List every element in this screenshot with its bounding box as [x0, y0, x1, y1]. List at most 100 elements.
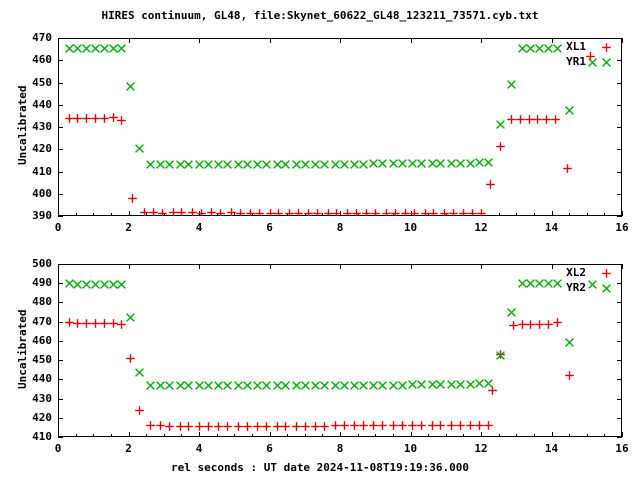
legend-label-yr2: YR2 — [566, 281, 586, 294]
x-axis-tick-label: 8 — [336, 442, 344, 455]
y-axis-tick — [617, 216, 622, 217]
y-axis-tick — [58, 60, 63, 61]
x-axis-tick — [58, 211, 59, 216]
y-axis-tick — [58, 194, 63, 195]
y-axis-tick — [58, 127, 63, 128]
x-axis-minor-tick — [305, 434, 306, 437]
legend-label-yr1: YR1 — [566, 55, 586, 68]
x-axis-tick-label: 2 — [125, 221, 132, 234]
x-axis-tick-label: 2 — [125, 442, 132, 455]
y-axis-tick-label: 440 — [32, 372, 52, 386]
y-axis-tick-label: 420 — [32, 142, 52, 156]
x-axis-minor-tick — [76, 213, 77, 216]
x-axis-tick — [58, 432, 59, 437]
plot-frame — [58, 38, 622, 216]
y-axis-tick-label: 480 — [32, 295, 52, 309]
y-axis-tick — [617, 341, 622, 342]
y-axis-tick — [617, 172, 622, 173]
x-axis-minor-tick — [393, 434, 394, 437]
y-axis-tick — [617, 283, 622, 284]
y-axis-label: Uncalibrated — [16, 85, 29, 165]
y-axis-tick — [617, 437, 622, 438]
x-axis-minor-tick — [234, 213, 235, 216]
x-axis-tick-label: 12 — [474, 442, 488, 455]
x-axis-minor-tick — [93, 434, 94, 437]
y-axis-label: Uncalibrated — [16, 309, 29, 389]
x-axis-minor-tick — [375, 434, 376, 437]
y-axis-tick — [58, 172, 63, 173]
y-axis-tick — [617, 302, 622, 303]
x-axis-minor-tick — [287, 213, 288, 216]
x-axis-minor-tick — [358, 434, 359, 437]
x-axis-tick — [340, 432, 341, 437]
x-axis-minor-tick — [569, 213, 570, 216]
x-axis-minor-tick — [587, 213, 588, 216]
x-axis-minor-tick — [164, 213, 165, 216]
y-axis-tick — [617, 60, 622, 61]
x-axis-tick — [199, 264, 200, 269]
y-axis-tick-label: 430 — [32, 120, 52, 133]
x-axis-minor-tick — [499, 434, 500, 437]
x-axis-tick — [129, 432, 130, 437]
x-axis-minor-tick — [534, 434, 535, 437]
y-axis-tick — [617, 105, 622, 106]
x-axis-tick — [411, 264, 412, 269]
x-axis-tick — [58, 38, 59, 43]
x-axis-minor-tick — [305, 213, 306, 216]
x-axis-minor-tick — [428, 213, 429, 216]
y-axis-tick — [58, 322, 63, 323]
x-axis-tick — [129, 264, 130, 269]
x-axis-tick — [552, 264, 553, 269]
y-axis-tick-label: 440 — [32, 97, 52, 111]
x-axis-tick — [481, 38, 482, 43]
y-axis-tick-label: 420 — [32, 410, 52, 424]
x-axis-tick-label: 4 — [195, 442, 203, 455]
x-axis-minor-tick — [252, 434, 253, 437]
y-axis-tick-label: 400 — [32, 186, 52, 200]
y-axis-tick-label: 450 — [32, 353, 52, 367]
y-axis-tick-label: 470 — [32, 314, 52, 328]
y-axis-tick — [617, 83, 622, 84]
y-axis-tick — [58, 302, 63, 303]
x-axis-minor-tick — [516, 434, 517, 437]
x-axis-minor-tick — [146, 434, 147, 437]
x-axis-minor-tick — [322, 213, 323, 216]
x-axis-minor-tick — [93, 213, 94, 216]
y-axis-tick — [58, 437, 63, 438]
legend-label-xl2: XL2 — [566, 266, 586, 279]
x-axis-minor-tick — [587, 434, 588, 437]
y-axis-tick — [617, 127, 622, 128]
x-axis-tick-label: 6 — [266, 442, 273, 455]
x-axis-tick — [552, 432, 553, 437]
x-axis-minor-tick — [428, 434, 429, 437]
page-title: HIRES continuum, GL48, file:Skynet_60622… — [101, 9, 539, 22]
y-axis-tick-label: 460 — [32, 333, 52, 347]
x-axis-minor-tick — [569, 434, 570, 437]
y-axis-tick-label: 500 — [32, 257, 52, 270]
x-axis-minor-tick — [516, 213, 517, 216]
x-axis-minor-tick — [164, 434, 165, 437]
y-axis-tick — [617, 149, 622, 150]
x-axis-minor-tick — [181, 434, 182, 437]
y-axis-tick — [617, 360, 622, 361]
x-axis-tick-label: 14 — [544, 221, 559, 234]
plot-area — [58, 38, 622, 216]
y-axis-tick-label: 410 — [32, 430, 52, 443]
x-axis-tick-label: 8 — [336, 221, 344, 234]
legend-label-xl1: XL1 — [566, 40, 586, 53]
x-axis-minor-tick — [217, 434, 218, 437]
y-axis-tick-label: 460 — [32, 53, 52, 67]
y-axis-tick — [617, 418, 622, 419]
x-axis-tick — [340, 38, 341, 43]
x-axis-minor-tick — [217, 213, 218, 216]
x-axis-tick-label: 14 — [544, 442, 559, 455]
x-axis-tick — [622, 211, 623, 216]
x-axis-minor-tick — [463, 434, 464, 437]
y-axis-tick — [58, 38, 63, 39]
x-axis-minor-tick — [76, 434, 77, 437]
x-axis-tick-label: 4 — [195, 221, 203, 234]
x-axis-tick-label: 12 — [474, 221, 488, 234]
x-axis-tick — [199, 38, 200, 43]
plot-frame — [58, 264, 622, 437]
x-axis-tick — [552, 38, 553, 43]
